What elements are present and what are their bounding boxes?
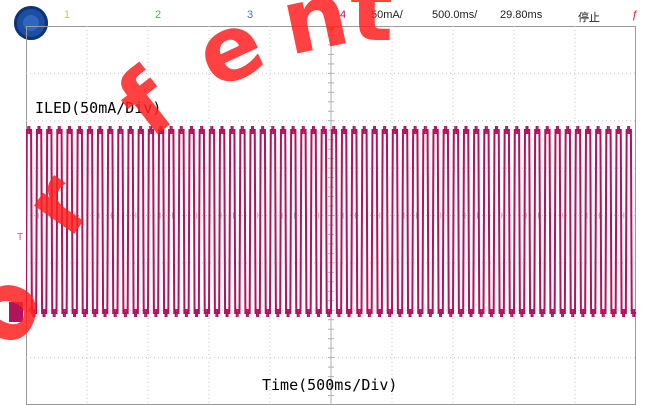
waveform-display bbox=[26, 26, 636, 405]
channel-4-indicator[interactable]: 4 bbox=[340, 9, 347, 21]
channel-3-indicator[interactable]: 3 bbox=[247, 9, 254, 21]
trigger-edge-icon: ƒ bbox=[632, 9, 639, 21]
signal-axis-label: ILED(50mA/Div) bbox=[35, 99, 162, 117]
watermark-letter: t bbox=[350, 0, 393, 62]
watermark-letter: n bbox=[273, 0, 358, 77]
watermark-letter: e bbox=[180, 0, 280, 110]
channel-4-ground-marker-icon[interactable] bbox=[9, 302, 23, 322]
watermark-letter: f bbox=[99, 50, 195, 157]
channel-4-trace bbox=[26, 126, 636, 317]
channel-1-indicator[interactable]: 1 bbox=[64, 9, 71, 21]
trigger-level-marker[interactable]: T bbox=[17, 232, 24, 243]
time-axis-label: Time(500ms/Div) bbox=[262, 376, 398, 394]
vertical-scale-readout: 50mA/ bbox=[371, 9, 403, 21]
watermark-letter: r bbox=[2, 156, 114, 253]
watermark-letter: o bbox=[0, 263, 64, 357]
channel-status-bar: 1 2 3 4 50mA/ 500.0ms/ 29.80ms 停止 ƒ bbox=[0, 0, 653, 40]
channel-4-waveform bbox=[26, 129, 636, 314]
channel-2-indicator[interactable]: 2 bbox=[155, 9, 162, 21]
trigger-position-marker bbox=[326, 26, 336, 32]
time-offset-readout: 29.80ms bbox=[500, 9, 543, 21]
ground-marker-label: 4 bbox=[28, 304, 35, 316]
time-scale-readout: 500.0ms/ bbox=[432, 9, 478, 21]
run-state-status[interactable]: 停止 bbox=[578, 12, 600, 24]
